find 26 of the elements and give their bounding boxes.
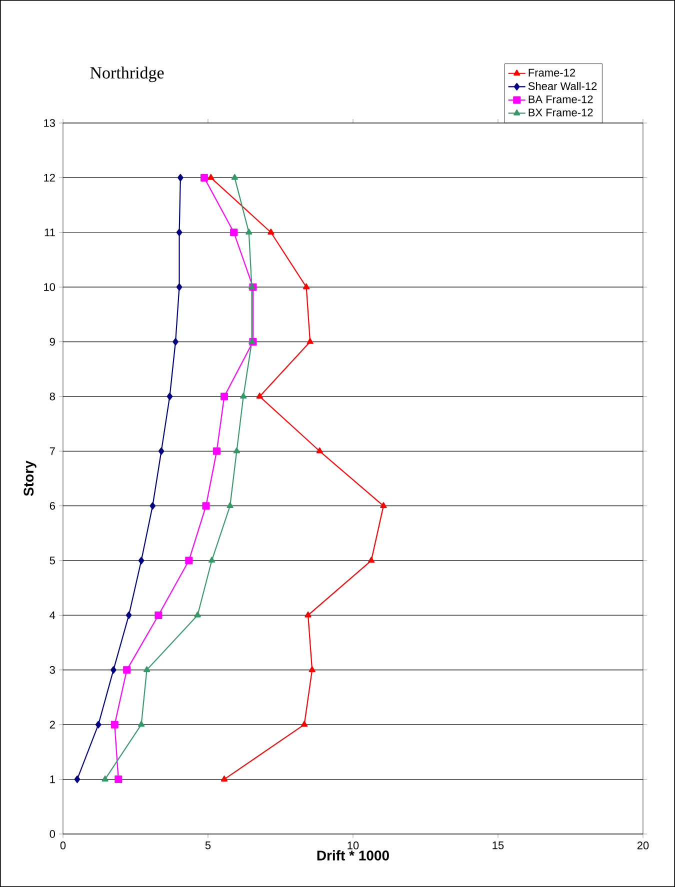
y-tick-label: 8 bbox=[50, 392, 55, 400]
chart-title: Northridge bbox=[90, 66, 164, 82]
x-tick-label: 5 bbox=[205, 842, 211, 850]
legend-label: Frame-12 bbox=[528, 68, 576, 77]
x-tick-label: 20 bbox=[637, 842, 649, 850]
y-tick-label: 4 bbox=[50, 611, 56, 620]
y-tick-label: 1 bbox=[50, 776, 55, 784]
y-tick-label: 9 bbox=[50, 338, 55, 346]
x-tick-label: 10 bbox=[348, 842, 359, 850]
y-tick-label: 6 bbox=[50, 502, 55, 510]
y-tick-label: 3 bbox=[50, 666, 55, 674]
y-tick-label: 11 bbox=[44, 228, 55, 236]
x-tick-label: 0 bbox=[60, 842, 66, 850]
y-tick-label: 0 bbox=[50, 830, 56, 838]
y-tick-label: 7 bbox=[50, 447, 55, 455]
legend-label: BX Frame-12 bbox=[528, 108, 593, 116]
y-tick-label: 12 bbox=[44, 174, 55, 182]
y-tick-label: 5 bbox=[50, 556, 55, 564]
y-tick-label: 2 bbox=[50, 720, 55, 728]
y-tick-label: 10 bbox=[44, 283, 56, 291]
x-tick-label: 15 bbox=[492, 842, 504, 850]
x-axis-title: Drift * 1000 bbox=[317, 850, 389, 860]
legend-label: Shear Wall-12 bbox=[528, 82, 597, 90]
y-axis-title: Story bbox=[24, 460, 36, 496]
legend-label: BA Frame-12 bbox=[528, 95, 593, 104]
y-tick-label: 13 bbox=[44, 119, 55, 127]
